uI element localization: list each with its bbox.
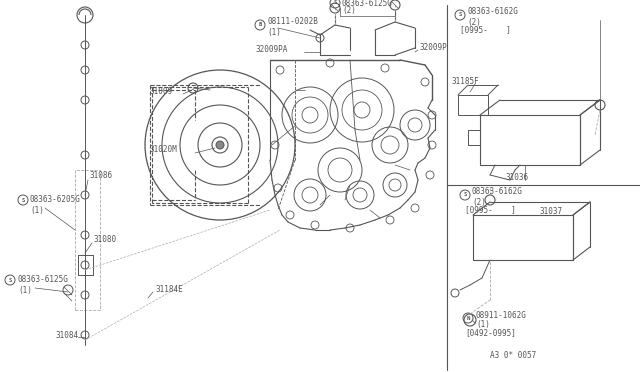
Text: 31184E: 31184E: [155, 285, 183, 295]
Text: [0995-    ]: [0995- ]: [460, 26, 511, 35]
Text: B: B: [259, 22, 262, 28]
Text: A3 0* 0057: A3 0* 0057: [490, 350, 536, 359]
Text: 31036: 31036: [505, 173, 528, 183]
Text: [0995-    ]: [0995- ]: [465, 205, 516, 215]
Text: N: N: [467, 315, 470, 321]
Bar: [75, 170, 100, 310]
Text: (1): (1): [267, 28, 281, 36]
Text: 31009: 31009: [150, 87, 173, 96]
Text: 08363-6162G: 08363-6162G: [467, 7, 518, 16]
Text: S: S: [8, 278, 12, 282]
Bar: [473, 215, 573, 260]
Text: (1): (1): [476, 321, 490, 330]
Text: 32009PA: 32009PA: [255, 45, 287, 55]
Text: S: S: [463, 192, 467, 198]
Text: (2): (2): [342, 6, 356, 16]
Text: S: S: [21, 198, 24, 202]
Text: 31037: 31037: [540, 208, 563, 217]
Text: (1): (1): [30, 205, 44, 215]
Text: 32009P: 32009P: [420, 44, 448, 52]
Text: (2): (2): [472, 198, 486, 206]
Bar: [480, 115, 580, 165]
Text: 08363-6205G: 08363-6205G: [30, 196, 81, 205]
Text: 08911-1062G: 08911-1062G: [476, 311, 527, 320]
Text: (1): (1): [18, 285, 32, 295]
Text: 31080: 31080: [93, 235, 116, 244]
Text: 31185F: 31185F: [452, 77, 480, 87]
Text: 31020M: 31020M: [150, 145, 178, 154]
Text: 31084: 31084: [55, 330, 78, 340]
Text: 08363-6162G: 08363-6162G: [472, 187, 523, 196]
Text: S: S: [458, 13, 461, 17]
Circle shape: [216, 141, 224, 149]
Text: 08363-6125G: 08363-6125G: [342, 0, 393, 7]
Text: (2): (2): [467, 17, 481, 26]
Text: [0492-0995]: [0492-0995]: [465, 328, 516, 337]
Text: S: S: [333, 0, 337, 6]
Text: 08111-0202B: 08111-0202B: [267, 17, 318, 26]
Text: 08363-6125G: 08363-6125G: [18, 276, 69, 285]
Bar: [458, 95, 488, 115]
Text: 31086: 31086: [90, 170, 113, 180]
